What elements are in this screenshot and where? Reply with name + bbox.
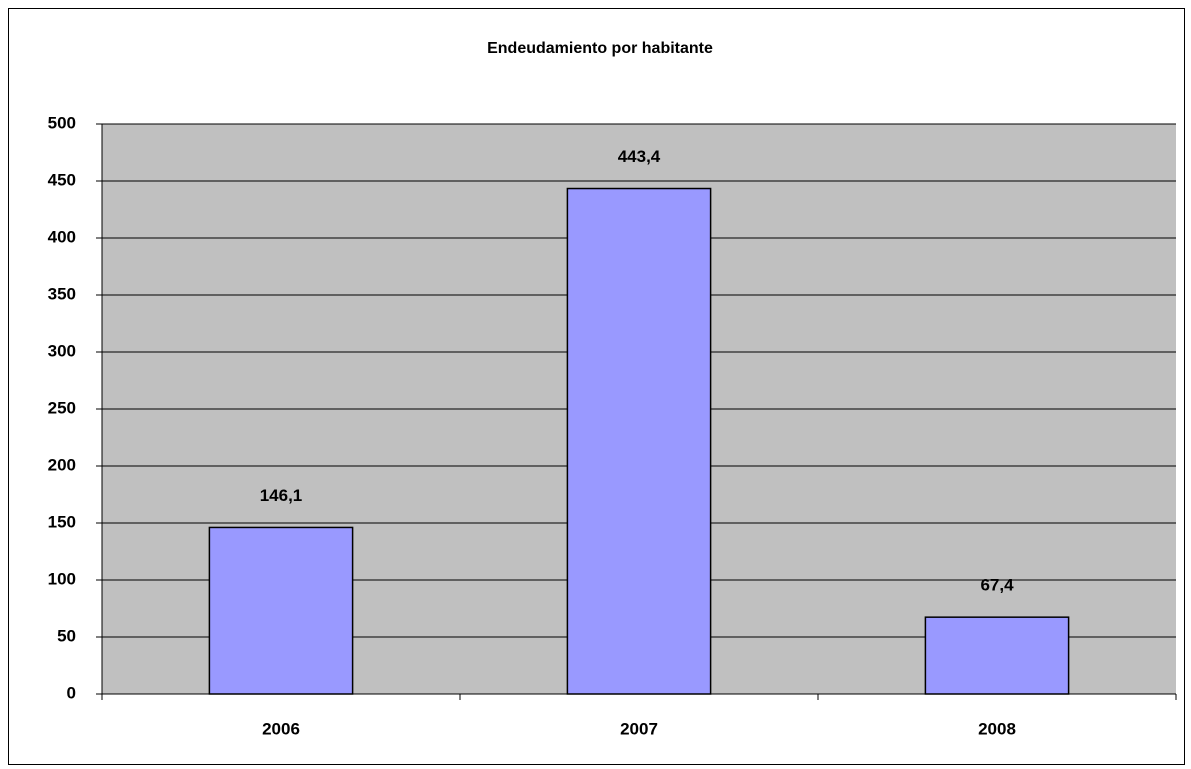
bar (924, 616, 1070, 695)
y-tick-label: 400 (48, 227, 76, 246)
y-tick-label: 300 (48, 341, 76, 360)
y-tick-label: 350 (48, 284, 76, 303)
value-label: 67,4 (980, 576, 1014, 595)
value-label: 146,1 (260, 486, 303, 505)
value-label: 443,4 (618, 147, 661, 166)
y-tick-label: 500 (48, 113, 76, 132)
y-tick-label: 0 (67, 683, 76, 702)
x-tick-label: 2007 (620, 719, 658, 738)
y-tick-label: 250 (48, 398, 76, 417)
x-tick-label: 2008 (978, 719, 1016, 738)
y-tick-label: 100 (48, 569, 76, 588)
bar (208, 526, 354, 695)
chart-title: Endeudamiento por habitante (487, 40, 713, 57)
y-tick-label: 50 (57, 626, 76, 645)
bar (566, 187, 712, 695)
y-tick-label: 150 (48, 512, 76, 531)
y-tick-label: 200 (48, 455, 76, 474)
y-tick-label: 450 (48, 170, 76, 189)
x-tick-label: 2006 (262, 719, 300, 738)
